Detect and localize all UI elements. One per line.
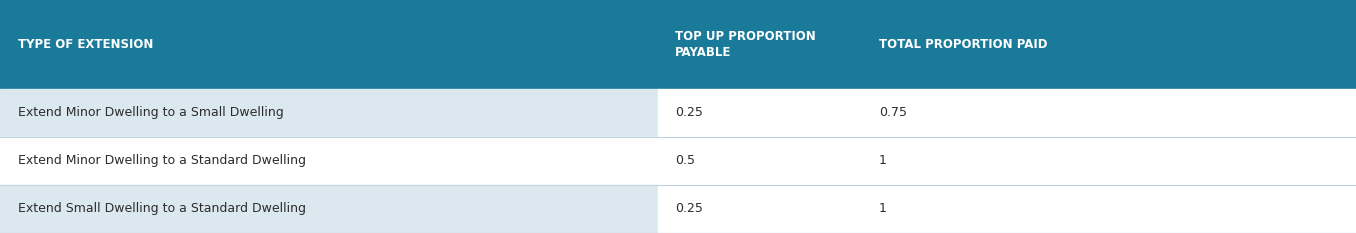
- Bar: [861, 89, 1356, 137]
- Text: TYPE OF EXTENSION: TYPE OF EXTENSION: [18, 38, 153, 51]
- Text: 0.75: 0.75: [879, 106, 907, 119]
- Bar: [0, 89, 658, 137]
- Text: 0.5: 0.5: [675, 154, 696, 167]
- Bar: [0, 185, 658, 233]
- Text: 1: 1: [879, 154, 887, 167]
- Bar: [861, 185, 1356, 233]
- Bar: [0, 0, 1356, 89]
- Text: TOTAL PROPORTION PAID: TOTAL PROPORTION PAID: [879, 38, 1047, 51]
- Bar: [861, 137, 1356, 185]
- Text: Extend Minor Dwelling to a Small Dwelling: Extend Minor Dwelling to a Small Dwellin…: [18, 106, 283, 119]
- Text: Extend Minor Dwelling to a Standard Dwelling: Extend Minor Dwelling to a Standard Dwel…: [18, 154, 305, 167]
- Text: 1: 1: [879, 202, 887, 216]
- Bar: [658, 137, 861, 185]
- Bar: [658, 89, 861, 137]
- Text: TOP UP PROPORTION
PAYABLE: TOP UP PROPORTION PAYABLE: [675, 30, 816, 58]
- Text: 0.25: 0.25: [675, 106, 704, 119]
- Bar: [658, 185, 861, 233]
- Bar: [0, 137, 658, 185]
- Text: 0.25: 0.25: [675, 202, 704, 216]
- Text: Extend Small Dwelling to a Standard Dwelling: Extend Small Dwelling to a Standard Dwel…: [18, 202, 305, 216]
